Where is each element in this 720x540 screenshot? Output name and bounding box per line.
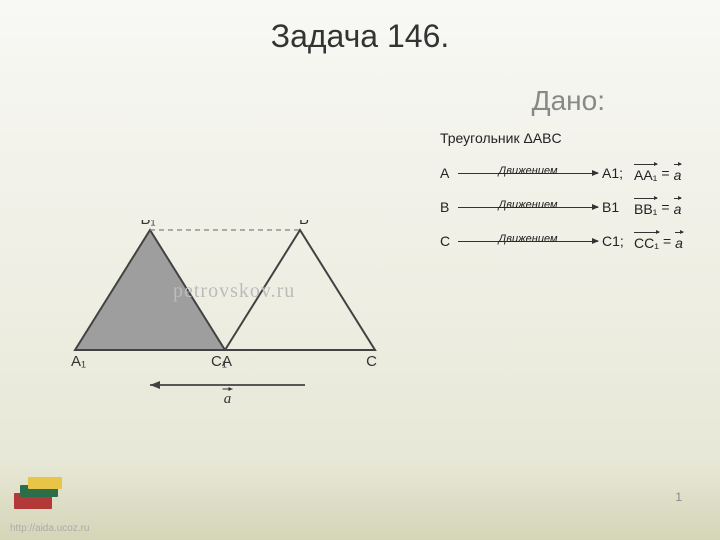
arrow-label: Движением bbox=[497, 165, 560, 177]
from-c: C bbox=[440, 233, 458, 249]
arrow-label: Движением bbox=[497, 233, 560, 245]
svg-text:C: C bbox=[366, 353, 377, 370]
books-icon bbox=[12, 475, 72, 520]
from-a: A bbox=[440, 165, 458, 181]
transform-arrow: Движением bbox=[458, 207, 598, 208]
given-row-c: C Движением C1; CC₁ = a bbox=[440, 226, 683, 256]
arrow-label: Движением bbox=[497, 199, 560, 211]
vector-cc1: CC₁ = a bbox=[634, 232, 683, 251]
from-b: B bbox=[440, 199, 458, 215]
page-title: Задача 146. bbox=[0, 18, 720, 55]
watermark: petrovskov.ru bbox=[173, 280, 295, 303]
geometry-diagram: B₁BA₁C₁ACa petrovskov.ru bbox=[55, 220, 385, 420]
triangle-label: Треугольник ΔABC bbox=[440, 130, 683, 146]
to-c1: C1; bbox=[598, 233, 628, 249]
given-block: Треугольник ΔABC A Движением A1; AA₁ = a… bbox=[440, 130, 683, 260]
svg-text:a: a bbox=[224, 391, 232, 407]
footer-url: http://aida.ucoz.ru bbox=[10, 523, 90, 534]
svg-text:B₁: B₁ bbox=[140, 220, 155, 228]
dano-heading: Дано: bbox=[532, 85, 605, 117]
page-number: 1 bbox=[675, 490, 682, 504]
transform-arrow: Движением bbox=[458, 241, 598, 242]
transform-arrow: Движением bbox=[458, 173, 598, 174]
svg-text:B: B bbox=[299, 220, 309, 228]
svg-text:A₁: A₁ bbox=[71, 353, 86, 370]
svg-text:A: A bbox=[222, 353, 232, 370]
given-row-a: A Движением A1; AA₁ = a bbox=[440, 158, 683, 188]
to-b1: B1 bbox=[598, 199, 628, 215]
vector-bb1: BB₁ = a bbox=[634, 198, 681, 217]
given-row-b: B Движением B1 BB₁ = a bbox=[440, 192, 683, 222]
vector-aa1: AA₁ = a bbox=[634, 164, 681, 183]
to-a1: A1; bbox=[598, 165, 628, 181]
